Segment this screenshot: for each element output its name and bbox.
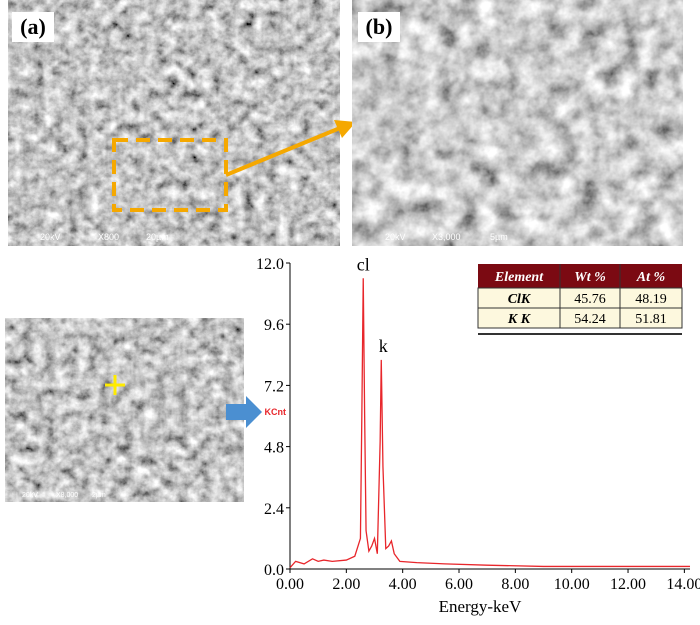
y-tick-label: 9.6	[264, 317, 284, 334]
peak-label: cl	[357, 254, 370, 274]
y-tick-label: 12.0	[256, 256, 284, 273]
table-cell: 45.76	[574, 292, 606, 307]
y-tick-label: 2.4	[264, 501, 284, 518]
x-tick-label: 8.00	[501, 576, 529, 593]
sem-image-a	[8, 0, 340, 246]
table-header-cell: Element	[494, 270, 544, 285]
peak-label: k	[379, 336, 388, 356]
sem-image-b	[352, 0, 683, 246]
y-axis-label: KCnt	[265, 407, 287, 417]
zoom-box	[112, 138, 228, 212]
y-tick-label: 7.2	[264, 378, 284, 395]
kv: 20kV	[385, 232, 406, 242]
x-tick-label: 4.00	[389, 576, 417, 593]
x-tick-label: 6.00	[445, 576, 473, 593]
table-cell: 54.24	[574, 312, 606, 327]
kv: 20kV	[22, 492, 38, 499]
table-cell: 51.81	[635, 312, 667, 327]
table-cell: ClK	[508, 292, 532, 307]
arrow-head	[334, 120, 356, 138]
spectrum-line	[289, 278, 690, 569]
x-tick-label: 0.00	[276, 576, 304, 593]
mag: X800	[98, 232, 119, 242]
table-header-cell: At %	[636, 270, 665, 285]
x-tick-label: 2.00	[332, 576, 360, 593]
x-tick-label: 14.00	[666, 576, 700, 593]
table-cell: K K	[507, 312, 532, 327]
table-header	[478, 264, 682, 288]
scale: 20µm	[146, 232, 169, 242]
x-tick-label: 10.00	[554, 576, 590, 593]
panel-label: (b)	[366, 14, 393, 39]
label-box	[358, 12, 400, 42]
y-tick-label: 4.8	[264, 440, 284, 457]
table-cell: 48.19	[635, 292, 667, 307]
table: Element Wt % At % ClK 45.76 48.19 K K 54.24 51.8…	[494, 270, 667, 327]
mag: X3,000	[432, 232, 461, 242]
y-tick-label: 0.0	[264, 562, 284, 579]
zoom-arrow	[225, 126, 341, 177]
sem-image-c	[5, 318, 244, 502]
x-axis-label: Energy-keV	[439, 597, 522, 616]
table-header-cell: Wt %	[574, 270, 606, 285]
scale: 2µm	[92, 492, 106, 499]
scale: 5µm	[490, 232, 508, 242]
mag: X8,000	[56, 492, 78, 499]
kv: 20kV	[40, 232, 61, 242]
x-tick-label: 12.00	[610, 576, 646, 593]
blue-arrow	[226, 396, 262, 428]
panel-label: (a)	[20, 14, 46, 39]
label-box	[12, 12, 54, 42]
